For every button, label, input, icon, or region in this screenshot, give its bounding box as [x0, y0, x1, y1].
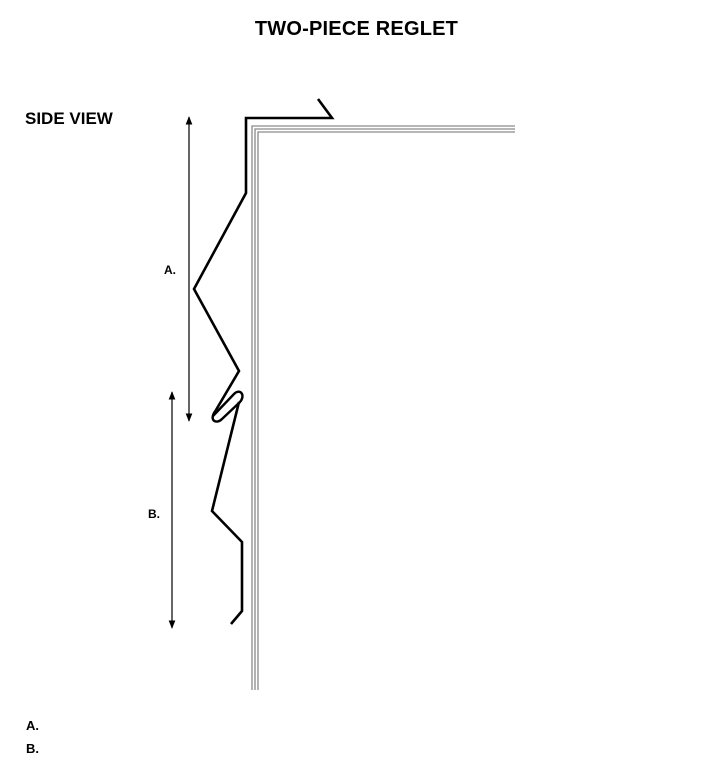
dimension-a-label: A. — [164, 263, 176, 277]
legend-item-a: A. — [26, 718, 39, 733]
legend-key-b: B. — [26, 741, 39, 756]
side-view-label: SIDE VIEW — [25, 109, 113, 128]
legend-key-a: A. — [26, 718, 39, 733]
reglet-lower-piece — [210, 401, 244, 625]
legend-item-b: B. — [26, 741, 39, 756]
reglet-interlock-hook — [211, 390, 244, 423]
reglet-upper-piece — [192, 98, 335, 411]
wall-substrate — [251, 125, 515, 690]
drawing-title: TWO-PIECE REGLET — [254, 18, 459, 40]
dimension-b-label: B. — [148, 507, 160, 521]
